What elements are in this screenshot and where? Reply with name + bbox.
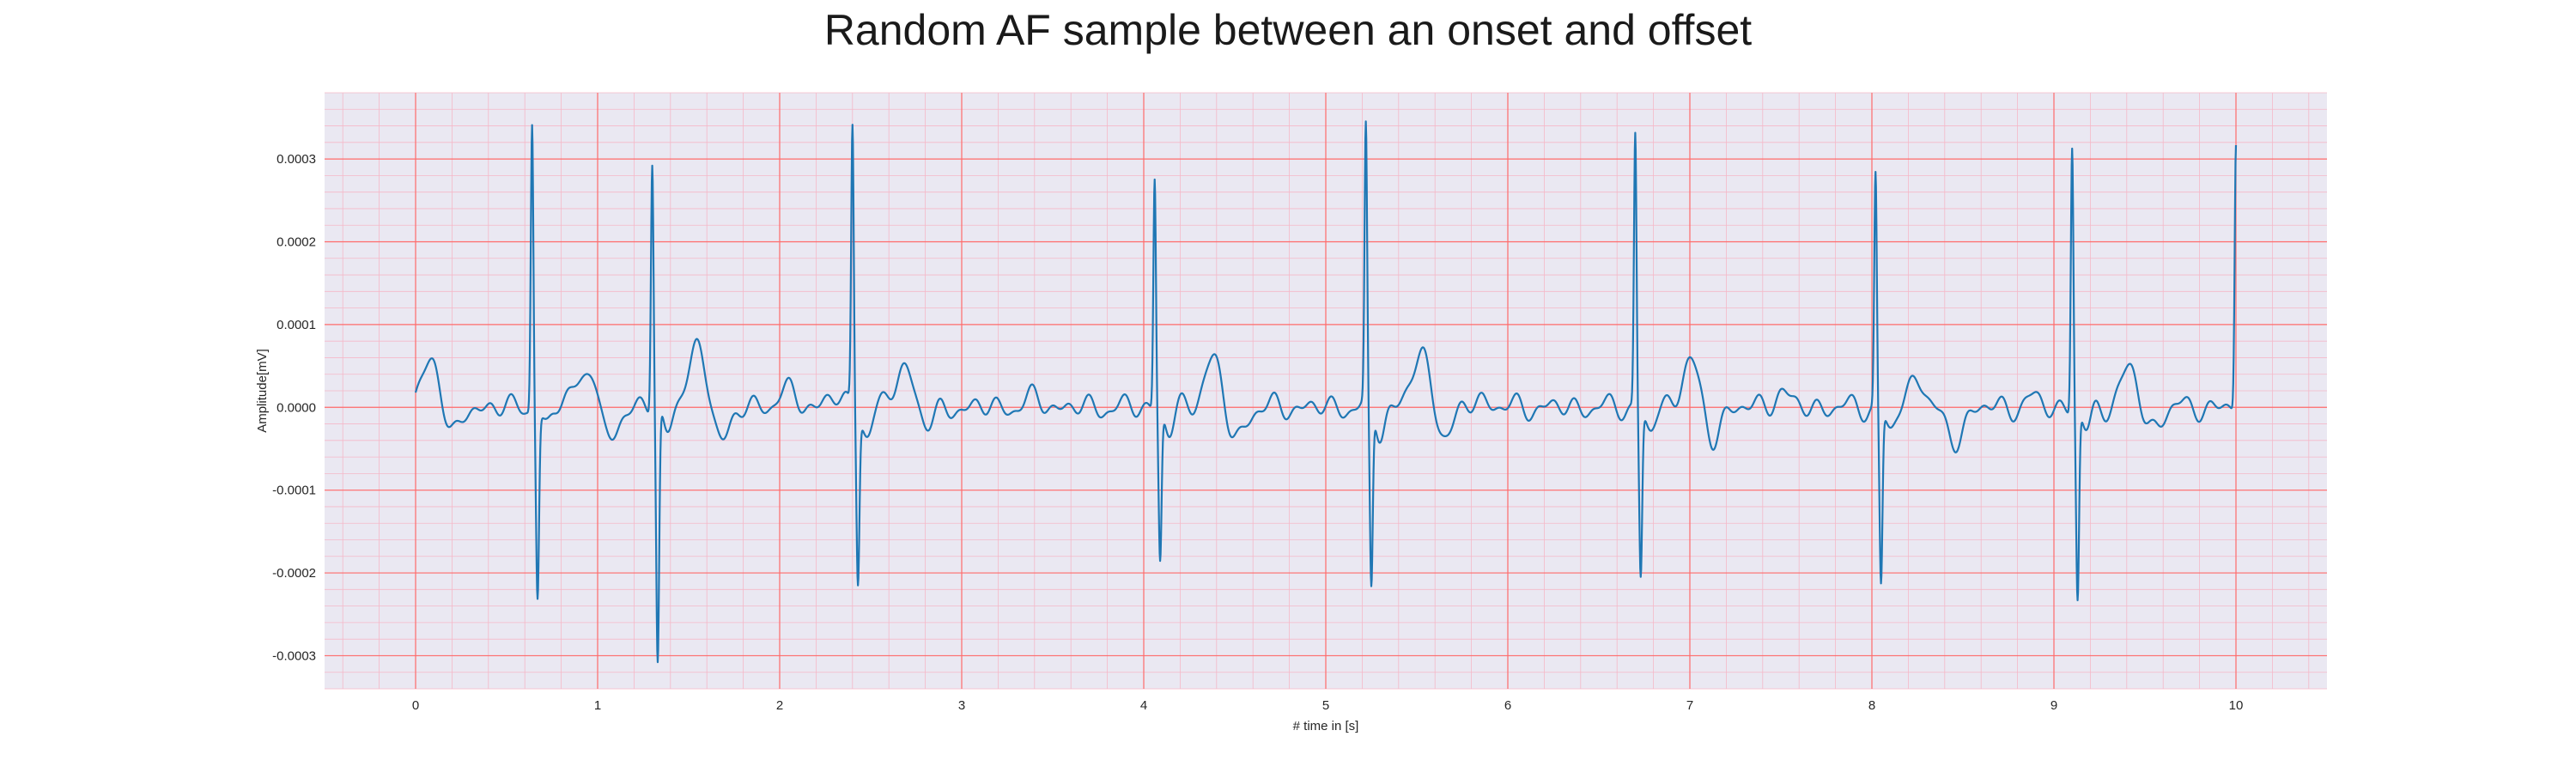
- ecg-series-line: [414, 120, 2238, 664]
- y-tick-label: 0.0003: [276, 152, 316, 167]
- y-tick-label: -0.0003: [272, 648, 316, 663]
- y-tick-label: -0.0001: [272, 484, 316, 498]
- x-tick-label: 4: [1140, 698, 1147, 713]
- x-tick-label: 0: [412, 698, 419, 713]
- x-tick-label: 2: [776, 698, 783, 713]
- x-tick-labels: 0 1 2 3 4 5 6 7 8 9 10: [412, 698, 2244, 713]
- y-tick-labels: -0.0003 -0.0002 -0.0001 0.0000 0.0001 0.0002 0…: [272, 152, 316, 663]
- x-tick-label: 3: [958, 698, 965, 713]
- x-tick-label: 1: [594, 698, 601, 713]
- x-tick-label: 8: [1868, 698, 1875, 713]
- y-tick-label: 0.0000: [276, 400, 316, 415]
- chart-title: Random AF sample between an onset and of…: [823, 6, 1753, 54]
- x-tick-label: 9: [2050, 698, 2057, 713]
- y-tick-label: 0.0002: [276, 235, 316, 250]
- y-tick-label: -0.0002: [272, 566, 316, 581]
- y-axis-label: Amplitude[mV]: [255, 349, 270, 433]
- x-tick-label: 7: [1686, 698, 1693, 713]
- x-tick-label: 5: [1322, 698, 1329, 713]
- y-tick-label: 0.0001: [276, 318, 316, 332]
- x-tick-label: 10: [2229, 698, 2244, 713]
- x-axis-label: # time in [s]: [1293, 719, 1359, 733]
- x-tick-label: 6: [1504, 698, 1511, 713]
